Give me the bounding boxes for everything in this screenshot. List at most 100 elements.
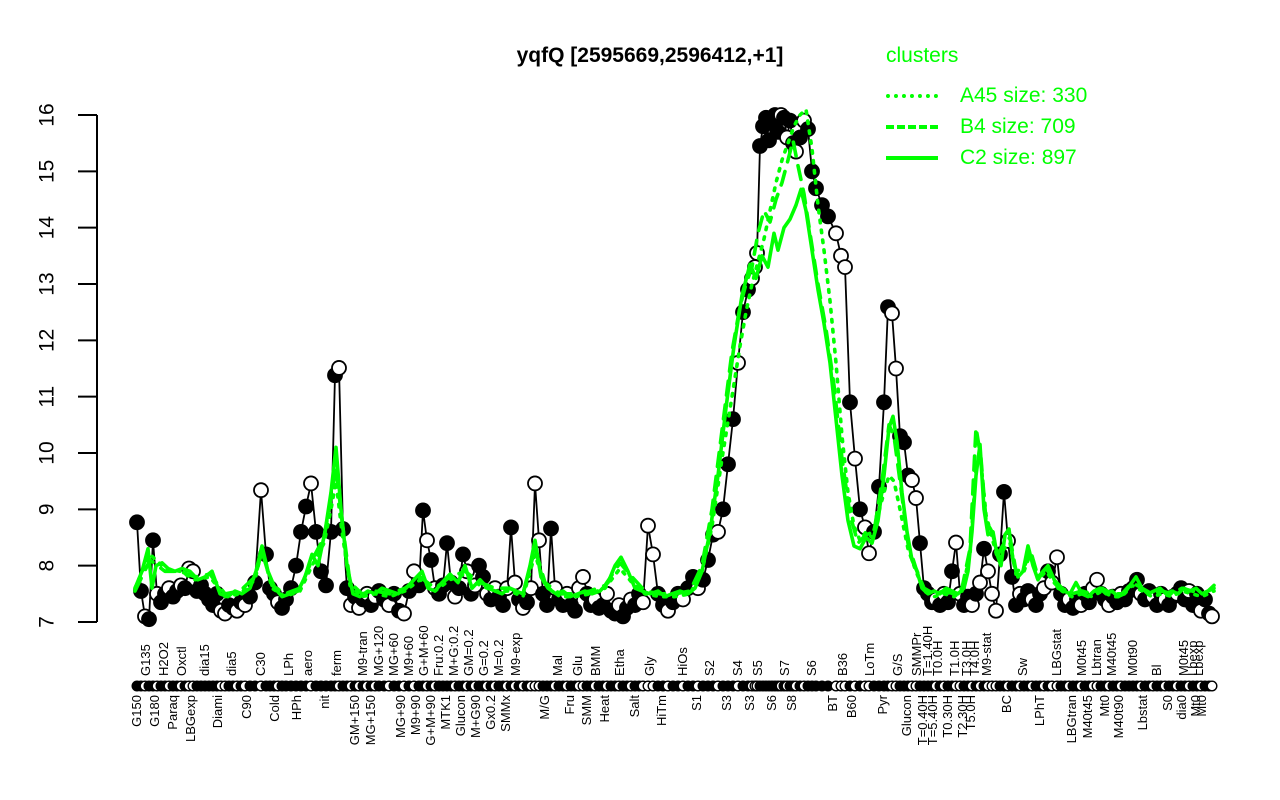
x-label-top: G/S (890, 653, 905, 676)
dotted-line-sample-icon (886, 93, 938, 98)
data-point (904, 472, 920, 488)
x-label-top: SMMPr (909, 632, 924, 676)
data-point (828, 225, 844, 242)
x-label-top: Glu (570, 656, 585, 676)
x-label-bottom: Diami (210, 695, 225, 728)
x-label-top: BMM (588, 646, 603, 676)
x-label-bottom: M/G (537, 695, 552, 720)
data-point (804, 163, 820, 180)
x-label-top: G+M+60 (416, 625, 431, 676)
strip-dot (1206, 680, 1218, 692)
x-label-bottom: T=0.40H (915, 695, 930, 745)
x-label-bottom: MG+150 (363, 695, 378, 745)
y-axis-label: 10 (36, 441, 59, 464)
x-label-top: B36 (835, 653, 850, 676)
x-label-bottom: SMM (579, 695, 594, 725)
x-label-bottom: GM+150 (347, 695, 362, 745)
data-point (129, 514, 145, 531)
data-point (543, 520, 559, 537)
data-point (912, 535, 928, 552)
data-point (567, 602, 583, 619)
data-point (288, 557, 304, 574)
data-point (847, 450, 863, 467)
x-label-bottom: SMMx (498, 695, 513, 732)
x-label-bottom: MG+90 (393, 695, 408, 738)
data-point (980, 563, 996, 580)
x-label-bottom: M40t45 (1080, 695, 1095, 738)
x-label-top: S2 (702, 660, 717, 676)
x-label-top: MG+60 (386, 633, 401, 676)
data-point (837, 259, 853, 276)
x-label-bottom: M+G90 (468, 695, 483, 738)
x-label-top: T0.0H (930, 641, 945, 676)
y-axis-label: 15 (36, 160, 59, 183)
x-label-bottom: Lbstat (1135, 695, 1150, 731)
x-label-top: Lbexp (1185, 641, 1200, 676)
x-label-top: T1.0H (947, 641, 962, 676)
x-label-top: S5 (750, 660, 765, 676)
x-label-bottom: S6 (764, 695, 779, 711)
data-point (308, 523, 324, 540)
x-label-top: T4.0H (967, 641, 982, 676)
x-label-top: Mal (550, 655, 565, 676)
data-point (888, 360, 904, 377)
x-label-top: S6 (804, 660, 819, 676)
x-label-bottom: T=5.40H (925, 695, 940, 745)
data-point (455, 546, 471, 563)
data-point (988, 602, 1004, 619)
data-point (715, 501, 731, 518)
x-label-top: Gly (642, 656, 657, 676)
gene-profile-line (136, 112, 1213, 621)
data-point (519, 594, 535, 611)
cluster-legend: clusters A45 size: 330 B4 size: 709 C2 s… (886, 44, 1087, 173)
x-label-top: M0t90 (1125, 640, 1140, 676)
x-label-top: S7 (777, 660, 792, 676)
data-point (1049, 549, 1065, 566)
data-point (852, 501, 868, 518)
x-label-bottom: T2.30H (955, 695, 970, 738)
y-axis-label: 7 (36, 616, 59, 628)
x-label-bottom: G180 (147, 695, 162, 727)
x-label-bottom: M9+90 (408, 695, 423, 735)
x-label-bottom: LBGexp (183, 695, 198, 742)
data-point (331, 360, 347, 376)
legend-entry-label: A45 size: 330 (960, 83, 1088, 107)
x-label-bottom: Fru (562, 695, 577, 715)
legend-entry-B4: B4 size: 709 (886, 111, 1087, 142)
y-axis-label: 8 (36, 560, 59, 572)
x-label-bottom: HiTm (654, 695, 669, 726)
x-label-bottom: Pyr (875, 694, 890, 714)
cluster-line-C2 (133, 187, 1216, 599)
data-point (720, 456, 736, 473)
x-label-top: M+G:0.2 (446, 626, 461, 676)
x-label-top: Sw (1015, 657, 1030, 676)
x-label-bottom: nit (317, 695, 332, 709)
dashed-line-sample-icon (886, 124, 938, 129)
x-label-bottom: Mt0 (1194, 695, 1209, 717)
data-point (313, 563, 329, 580)
y-axis-label: 9 (36, 503, 59, 515)
data-point (984, 585, 1000, 602)
data-point (1204, 608, 1220, 625)
x-label-bottom: S3 (719, 695, 734, 711)
cluster-line-A45 (133, 107, 1216, 599)
data-point (861, 545, 877, 562)
data-point (944, 563, 960, 580)
x-label-top: LBGstat (1049, 629, 1064, 676)
y-axis-label: 12 (36, 329, 59, 352)
x-label-top: H2O2 (156, 642, 171, 676)
x-label-bottom: BT (825, 695, 840, 712)
x-label-bottom: BC (999, 695, 1014, 713)
x-label-bottom: LPhT (1032, 695, 1047, 726)
data-point (842, 394, 858, 411)
x-label-top: aero (300, 650, 315, 676)
legend-entry-A45: A45 size: 330 (886, 80, 1087, 111)
x-label-top: M9+60 (401, 636, 416, 676)
x-label-bottom: Mt0 (1188, 695, 1203, 717)
page-title: yqfQ [2595669,2596412,+1] (516, 44, 784, 67)
x-label-bottom: Gx0.2 (483, 695, 498, 730)
x-label-top: G=0.2 (476, 640, 491, 676)
data-point (972, 574, 988, 591)
y-axis-label: 14 (36, 216, 59, 240)
x-label-top: M0t45 (1074, 640, 1089, 676)
